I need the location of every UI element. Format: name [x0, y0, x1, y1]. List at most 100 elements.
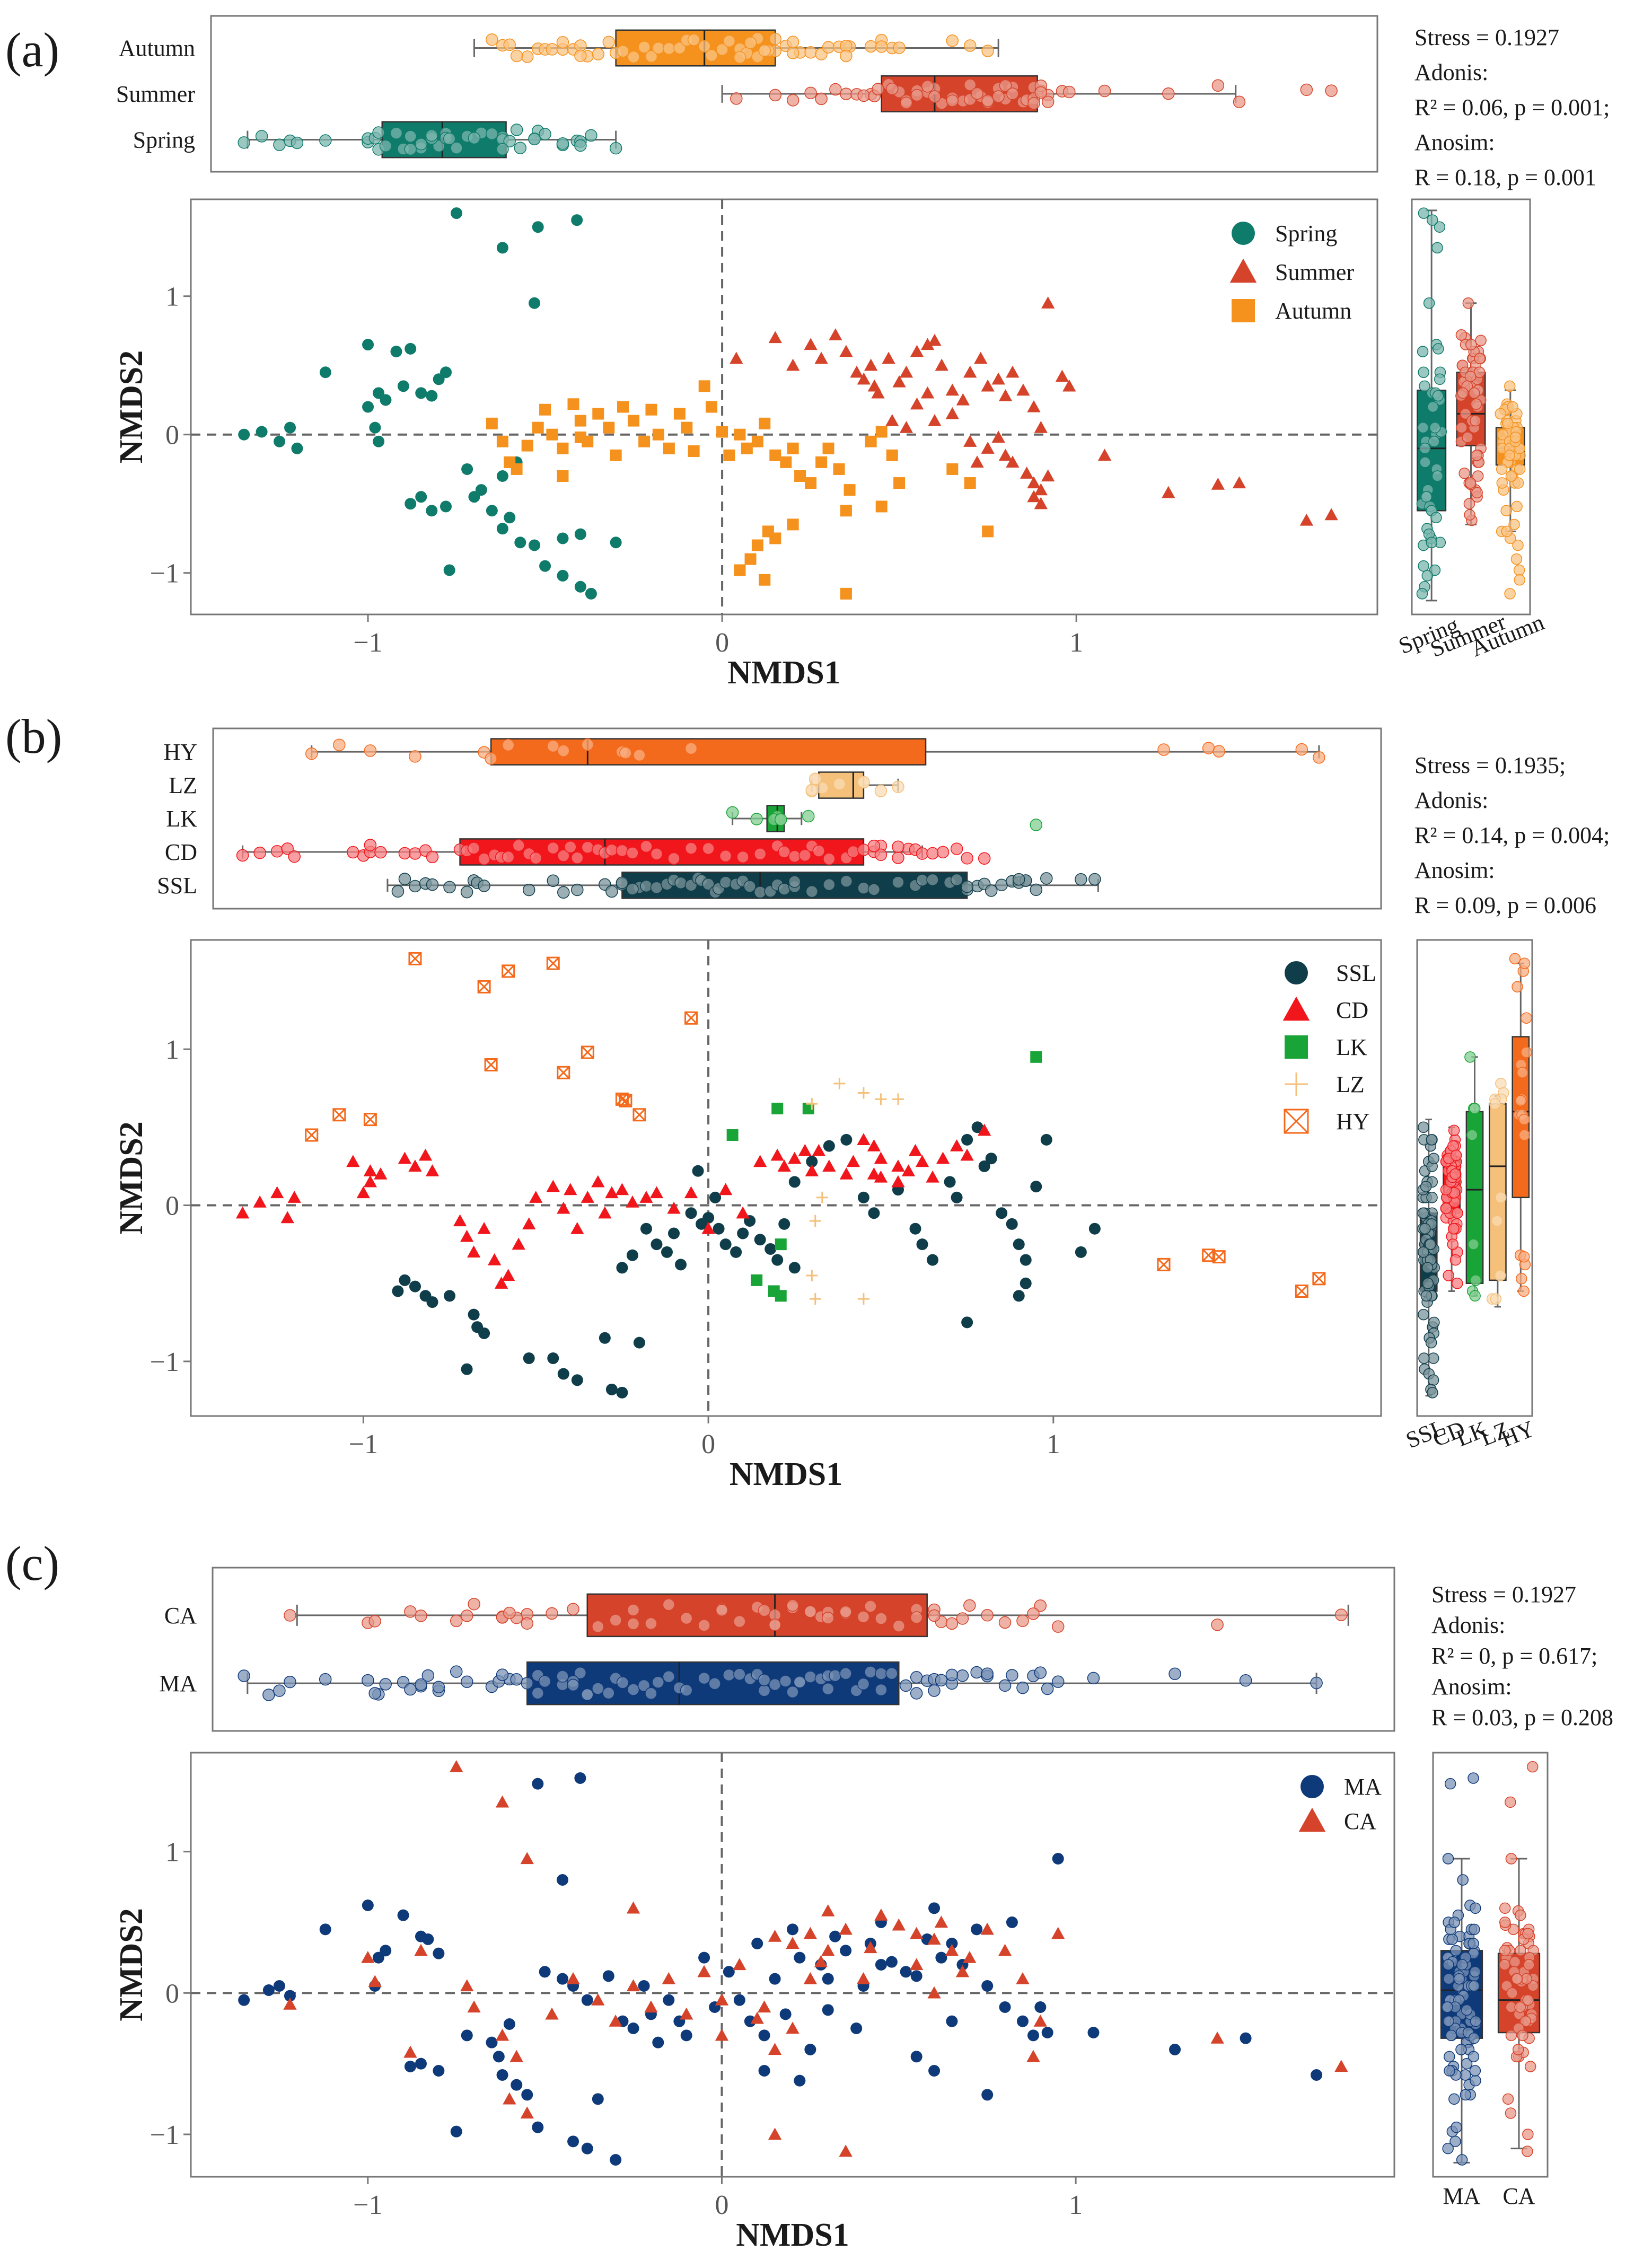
point-ca	[934, 1915, 948, 1928]
point-spring	[532, 221, 544, 233]
stats-line: Adonis:	[1414, 787, 1488, 813]
side-point	[1494, 1270, 1506, 1281]
point-summer	[981, 379, 995, 392]
top-point	[461, 1610, 473, 1622]
top-point	[284, 1609, 296, 1622]
top-point	[421, 1669, 435, 1682]
side-point	[1460, 2069, 1471, 2081]
point-autumn	[744, 553, 757, 565]
point-spring	[451, 207, 463, 219]
point-autumn	[734, 428, 746, 441]
point-hy	[305, 1128, 319, 1142]
top-point	[319, 134, 332, 147]
side-point	[1469, 1103, 1481, 1114]
point-hy	[332, 1108, 346, 1122]
point-ssl	[616, 1386, 628, 1399]
point-autumn	[865, 435, 877, 447]
top-point	[758, 1684, 771, 1697]
point-spring	[373, 435, 385, 447]
top-point	[404, 143, 417, 156]
point-cd	[287, 1191, 301, 1203]
point-cd	[822, 1159, 836, 1172]
point-lk	[1030, 1051, 1042, 1063]
top-point	[702, 842, 715, 855]
point-ca	[1016, 1972, 1030, 1984]
point-cd	[460, 1229, 474, 1242]
point-ssl	[840, 1133, 853, 1146]
point-spring	[238, 428, 250, 441]
point-summer	[956, 393, 970, 406]
point-autumn	[706, 401, 718, 413]
point-autumn	[663, 442, 675, 454]
point-hy	[484, 1058, 498, 1072]
point-autumn	[964, 477, 976, 489]
point-ma	[503, 2018, 515, 2030]
side-point	[1450, 1149, 1462, 1162]
point-lz	[833, 1077, 846, 1089]
point-ssl	[806, 1156, 818, 1168]
side-point	[1512, 2044, 1524, 2055]
point-cd	[770, 1148, 784, 1161]
point-summer	[945, 383, 959, 396]
side-point	[1470, 1902, 1481, 1914]
top-point	[928, 90, 941, 103]
top-point	[443, 881, 456, 894]
top-point	[809, 772, 822, 785]
point-autumn	[751, 435, 763, 447]
point-cd	[812, 1144, 825, 1156]
side-point	[1445, 2029, 1457, 2042]
point-hy	[684, 1011, 698, 1025]
side-point	[1417, 421, 1429, 434]
point-ma	[822, 2004, 834, 2016]
point-hy	[1295, 1284, 1308, 1298]
side-point	[1448, 1916, 1460, 1928]
legend-marker-hy	[1284, 1109, 1309, 1134]
top-point	[857, 843, 870, 856]
top-point	[963, 39, 977, 52]
point-ma	[794, 1951, 806, 1964]
y-axis-title: NMDS2	[113, 350, 150, 464]
point-summer	[885, 414, 899, 426]
point-spring	[529, 539, 541, 551]
top-point	[892, 1620, 906, 1632]
point-spring	[514, 537, 526, 549]
point-spring	[274, 435, 286, 447]
top-point	[758, 1674, 771, 1686]
point-autumn	[681, 421, 693, 434]
point-cd	[557, 1201, 570, 1214]
side-point	[1420, 1290, 1433, 1302]
point-autumn	[787, 442, 799, 454]
point-cd	[235, 1206, 250, 1219]
x-axis-title: NMDS1	[730, 1456, 843, 1492]
point-ma	[928, 1902, 941, 1914]
point-ca	[503, 2092, 516, 2105]
point-ma	[532, 2121, 544, 2133]
point-ca	[715, 2028, 729, 2041]
point-ssl	[468, 1308, 480, 1321]
side-point	[1513, 564, 1525, 576]
top-point	[874, 785, 887, 797]
side-point	[1495, 1192, 1507, 1203]
top-point	[798, 849, 812, 862]
top-point	[875, 40, 888, 53]
top-point	[829, 1669, 841, 1682]
top-point	[662, 1598, 675, 1611]
side-point	[1456, 2154, 1468, 2166]
point-ca	[786, 2021, 799, 2034]
point-summer	[998, 449, 1013, 461]
side-point	[1468, 1238, 1480, 1250]
y-tick-label: −1	[150, 559, 179, 589]
point-spring	[610, 537, 622, 549]
top-point	[291, 136, 304, 150]
top-point	[723, 34, 736, 48]
top-point	[333, 738, 346, 751]
top-point	[839, 1605, 852, 1619]
side-point	[1444, 2065, 1455, 2077]
point-cd	[467, 1245, 481, 1258]
point-cd	[270, 1186, 284, 1199]
point-ca	[626, 1901, 640, 1914]
scatter-frame	[190, 198, 1378, 615]
top-point	[1040, 872, 1053, 885]
top-point	[1211, 1619, 1224, 1631]
point-lk	[751, 1274, 763, 1286]
